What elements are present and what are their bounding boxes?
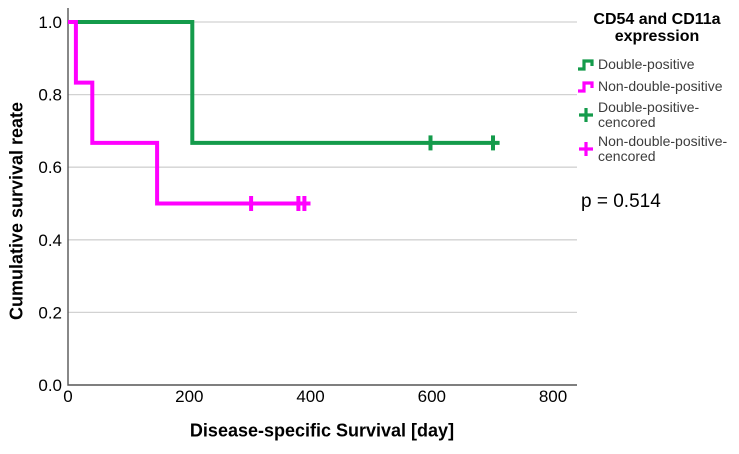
legend-item-label: Non-double-positive-cencored	[598, 134, 727, 163]
legend-label-line: cencored	[598, 113, 656, 130]
survival-curve-non-double-positive	[68, 20, 311, 206]
y-tick-label-0.8: 0.8	[38, 86, 62, 105]
legend: CD54 and CD11a expression Double-positiv…	[577, 11, 737, 168]
legend-item-non-double-positive: Non-double-positive	[577, 78, 737, 95]
step-line-icon	[578, 81, 594, 93]
censored-plus-icon	[579, 142, 593, 156]
y-tick-label-0.4: 0.4	[38, 231, 62, 250]
p-value-annotation: p = 0.514	[581, 191, 661, 212]
y-tick-label-0.2: 0.2	[38, 303, 62, 322]
legend-title-line2: expression	[614, 28, 700, 45]
x-tick-label-800: 800	[539, 387, 567, 406]
legend-label-line: Double-positive-	[598, 99, 700, 115]
y-axis-title: Cumulative survival reate	[6, 101, 27, 321]
step-line-icon	[578, 59, 594, 71]
legend-label-line: cencored	[598, 147, 656, 164]
axis-lines	[67, 8, 577, 386]
legend-item-label: Double-positive-cencored	[598, 100, 699, 129]
y-tick-label-1.0: 1.0	[38, 13, 62, 32]
x-tick-label-600: 600	[418, 387, 446, 406]
legend-label-line: Double-positive	[598, 56, 695, 73]
x-axis-title: Disease-specific Survival [day]	[189, 420, 455, 441]
survival-curve-double-positive	[68, 20, 500, 145]
legend-item-double-positive: Double-positive	[577, 56, 737, 73]
legend-title-line1: CD54 and CD11a	[593, 11, 721, 28]
legend-title: CD54 and CD11a expression	[577, 11, 737, 45]
legend-item-double-positive-cencored: Double-positive-cencored	[577, 100, 737, 129]
legend-label-line: Non-double-positive-	[598, 133, 728, 149]
censored-plus-icon	[579, 108, 593, 122]
x-tick-label-400: 400	[296, 387, 324, 406]
legend-item-label: Non-double-positive	[598, 79, 723, 94]
legend-items: Double-positive Non-double-positive Double…	[577, 56, 737, 168]
x-tick-label-200: 200	[175, 387, 203, 406]
y-tick-label-0.6: 0.6	[38, 158, 62, 177]
legend-label-line: Non-double-positive	[598, 78, 723, 95]
legend-item-label: Double-positive	[598, 57, 695, 72]
legend-item-non-double-positive-cencored: Non-double-positive-cencored	[577, 134, 737, 163]
x-tick-label-0: 0	[63, 387, 72, 406]
y-tick-label-0.0: 0.0	[38, 376, 62, 395]
